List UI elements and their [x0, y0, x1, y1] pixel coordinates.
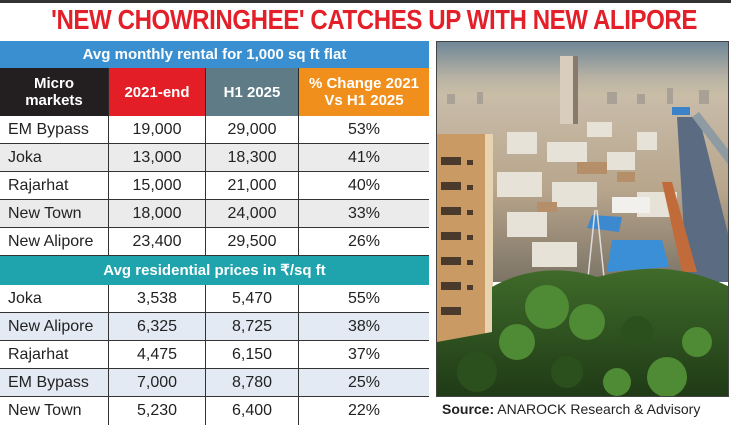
change-cell: 40% — [347, 177, 381, 194]
col-header-2021-end: 2021-end — [109, 68, 206, 116]
table-row: Rajarhat 15,000 21,000 40% — [0, 172, 429, 200]
value-2021-cell: 23,400 — [109, 228, 206, 255]
value-h1-2025-cell: 18,300 — [206, 144, 299, 171]
price-section-title: Avg residential prices in ₹/sq ft — [0, 256, 429, 285]
source-label: Source: — [442, 401, 495, 417]
change-cell: 37% — [347, 346, 381, 363]
column-headers: Micro markets 2021-end H1 2025 % Change … — [0, 68, 429, 116]
value-2021-cell: 4,475 — [109, 341, 206, 368]
top-rule — [0, 0, 731, 3]
rental-section-title: Avg monthly rental for 1,000 sq ft flat — [0, 41, 429, 68]
value-h1-2025-cell: 6,400 — [206, 397, 299, 425]
value-2021-cell: 15,000 — [109, 172, 206, 199]
table-row: New Alipore 23,400 29,500 26% — [0, 228, 429, 256]
value-2021-cell: 6,325 — [109, 313, 206, 340]
change-cell: 55% — [347, 290, 381, 307]
value-h1-2025-cell: 8,725 — [206, 313, 299, 340]
table-row: EM Bypass 7,000 8,780 25% — [0, 369, 429, 397]
col-header-h1-2025: H1 2025 — [206, 68, 299, 116]
price-rows: Joka 3,538 5,470 55% New Alipore 6,325 8… — [0, 285, 429, 425]
value-2021-cell: 13,000 — [109, 144, 206, 171]
cityscape-illustration — [437, 42, 728, 396]
change-cell: 22% — [347, 402, 381, 419]
col-header-micro-markets: Micro markets — [0, 68, 109, 116]
change-cell: 38% — [347, 318, 381, 335]
market-cell: Rajarhat — [0, 172, 109, 199]
market-cell: New Alipore — [0, 313, 109, 340]
value-h1-2025-cell: 21,000 — [206, 172, 299, 199]
change-cell: 33% — [347, 205, 381, 222]
market-cell: EM Bypass — [0, 116, 109, 143]
col-header-change: % Change 2021 Vs H1 2025 — [299, 68, 429, 116]
value-2021-cell: 5,230 — [109, 397, 206, 425]
market-cell: New Town — [0, 200, 109, 227]
table-row: Rajarhat 4,475 6,150 37% — [0, 341, 429, 369]
data-table: Avg monthly rental for 1,000 sq ft flat … — [0, 41, 429, 425]
market-cell: New Town — [0, 397, 109, 425]
value-h1-2025-cell: 8,780 — [206, 369, 299, 396]
value-2021-cell: 19,000 — [109, 116, 206, 143]
rental-rows: EM Bypass 19,000 29,000 53% Joka 13,000 … — [0, 116, 429, 256]
change-cell: 26% — [347, 233, 381, 250]
table-row: New Alipore 6,325 8,725 38% — [0, 313, 429, 341]
table-row: EM Bypass 19,000 29,000 53% — [0, 116, 429, 144]
headline: 'NEW CHOWRINGHEE' CATCHES UP WITH NEW AL… — [51, 4, 698, 35]
source-credit: Source: ANAROCK Research & Advisory — [442, 401, 700, 417]
city-skyline-photo — [436, 41, 729, 397]
source-text: ANAROCK Research & Advisory — [497, 401, 701, 417]
value-2021-cell: 3,538 — [109, 285, 206, 312]
value-h1-2025-cell: 29,500 — [206, 228, 299, 255]
market-cell: Joka — [0, 285, 109, 312]
change-cell: 25% — [347, 374, 381, 391]
table-row: Joka 3,538 5,470 55% — [0, 285, 429, 313]
market-cell: Rajarhat — [0, 341, 109, 368]
value-h1-2025-cell: 6,150 — [206, 341, 299, 368]
change-cell: 41% — [347, 149, 381, 166]
market-cell: EM Bypass — [0, 369, 109, 396]
table-row: New Town 18,000 24,000 33% — [0, 200, 429, 228]
value-2021-cell: 18,000 — [109, 200, 206, 227]
value-2021-cell: 7,000 — [109, 369, 206, 396]
market-cell: Joka — [0, 144, 109, 171]
value-h1-2025-cell: 29,000 — [206, 116, 299, 143]
market-cell: New Alipore — [0, 228, 109, 255]
value-h1-2025-cell: 5,470 — [206, 285, 299, 312]
table-row: New Town 5,230 6,400 22% — [0, 397, 429, 425]
change-cell: 53% — [347, 121, 381, 138]
table-row: Joka 13,000 18,300 41% — [0, 144, 429, 172]
value-h1-2025-cell: 24,000 — [206, 200, 299, 227]
